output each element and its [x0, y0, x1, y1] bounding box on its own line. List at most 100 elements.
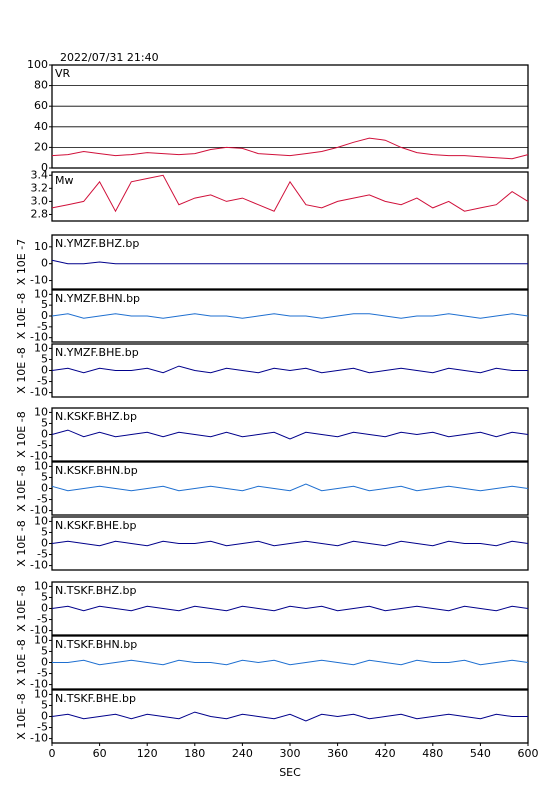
panel-frame — [51, 64, 529, 169]
trace — [51, 137, 529, 160]
x-tick-label: 120 — [137, 747, 158, 760]
y-tick-label: -10 — [30, 450, 48, 463]
y-tick-label: 80 — [34, 79, 48, 92]
y-axis-label: X 10E -8 — [15, 693, 28, 739]
x-tick-label: 180 — [184, 747, 205, 760]
y-tick-label: -10 — [30, 732, 48, 745]
panel-name: Mw — [55, 174, 74, 187]
x-tick-label: 240 — [232, 747, 253, 760]
y-tick-label: 0 — [41, 537, 48, 550]
y-tick-label: -5 — [37, 439, 48, 452]
y-tick-label: 10 — [34, 633, 48, 646]
y-tick-label: -10 — [30, 331, 48, 344]
y-tick-label: -5 — [37, 721, 48, 734]
y-tick-label: 20 — [34, 140, 48, 153]
y-axis-label: X 10E -8 — [15, 411, 28, 457]
trace — [51, 313, 529, 319]
x-tick-label: 300 — [280, 747, 301, 760]
y-tick-label: -10 — [30, 274, 48, 287]
panel-name: N.YMZF.BHZ.bp — [55, 237, 139, 250]
y-tick-label: 5 — [41, 698, 48, 711]
x-axis-label: SEC — [279, 766, 301, 779]
y-tick-label: 0 — [41, 309, 48, 322]
y-tick-label: 0 — [41, 428, 48, 441]
y-tick-label: -10 — [30, 678, 48, 691]
y-axis-label: X 10E -8 — [15, 585, 28, 631]
y-tick-label: 5 — [41, 525, 48, 538]
y-tick-label: 0 — [41, 161, 48, 174]
panel-name: N.YMZF.BHN.bp — [55, 292, 140, 305]
y-tick-label: 5 — [41, 470, 48, 483]
trace — [51, 259, 528, 265]
y-axis-label: X 10E -8 — [15, 465, 28, 511]
y-tick-label: 5 — [41, 298, 48, 311]
y-tick-label: 10 — [34, 687, 48, 700]
y-tick-label: 5 — [41, 644, 48, 657]
panel-frame — [51, 234, 529, 290]
panel-name: N.YMZF.BHE.bp — [55, 346, 139, 359]
x-tick-label: 540 — [470, 747, 491, 760]
y-axis-label: X 10E -7 — [15, 239, 28, 285]
chart-title: 2022/07/31 21:40 — [60, 51, 159, 64]
panel-name: N.KSKF.BHE.bp — [55, 519, 136, 532]
y-tick-label: 5 — [41, 416, 48, 429]
panel-name: VR — [55, 67, 71, 80]
y-tick-label: 10 — [34, 579, 48, 592]
y-tick-label: -10 — [30, 624, 48, 637]
trace — [51, 711, 528, 722]
x-tick-label: 480 — [422, 747, 443, 760]
y-tick-label: -5 — [37, 667, 48, 680]
y-tick-label: 3.2 — [31, 181, 49, 194]
panel-name: N.TSKF.BHE.bp — [55, 692, 136, 705]
y-axis-label: X 10E -8 — [15, 293, 28, 339]
y-tick-label: -5 — [37, 320, 48, 333]
y-tick-label: -5 — [37, 548, 48, 561]
y-tick-label: 10 — [34, 405, 48, 418]
x-tick-label: 60 — [93, 747, 107, 760]
y-tick-label: 10 — [34, 341, 48, 354]
panel-name: N.KSKF.BHN.bp — [55, 464, 138, 477]
y-tick-label: -5 — [37, 493, 48, 506]
y-tick-label: 5 — [41, 590, 48, 603]
y-tick-label: 10 — [34, 240, 48, 253]
y-tick-label: 60 — [34, 99, 48, 112]
y-tick-label: 2.8 — [31, 207, 49, 220]
y-tick-label: 0 — [41, 364, 48, 377]
y-tick-label: -10 — [30, 559, 48, 572]
x-tick-label: 360 — [327, 747, 348, 760]
y-tick-label: 0 — [41, 257, 48, 270]
y-tick-label: -10 — [30, 386, 48, 399]
trace — [51, 483, 529, 492]
y-tick-label: -5 — [37, 613, 48, 626]
trace — [51, 365, 528, 374]
y-tick-label: 10 — [34, 459, 48, 472]
y-tick-label: 3.4 — [31, 168, 49, 181]
trace — [51, 605, 529, 612]
trace — [51, 429, 529, 440]
panel-name: N.TSKF.BHZ.bp — [55, 584, 137, 597]
trace — [51, 174, 529, 213]
y-tick-label: 10 — [34, 287, 48, 300]
y-tick-label: 5 — [41, 352, 48, 365]
y-tick-label: 10 — [34, 514, 48, 527]
y-tick-label: 100 — [27, 58, 48, 71]
x-tick-label: 420 — [375, 747, 396, 760]
panel-name: N.KSKF.BHZ.bp — [55, 410, 137, 423]
y-axis-label: X 10E -8 — [15, 347, 28, 393]
x-tick-label: 0 — [49, 747, 56, 760]
trace — [51, 540, 529, 547]
trace — [52, 659, 529, 666]
y-tick-label: -10 — [30, 504, 48, 517]
y-tick-label: 3.0 — [31, 194, 49, 207]
y-tick-label: 0 — [41, 482, 48, 495]
x-tick-label: 600 — [518, 747, 539, 760]
panel-name: N.TSKF.BHN.bp — [55, 638, 137, 651]
y-tick-label: 0 — [41, 602, 48, 615]
panel-frame — [51, 171, 529, 222]
y-axis-label: X 10E -8 — [15, 520, 28, 566]
y-tick-label: -5 — [37, 375, 48, 388]
y-tick-label: 0 — [41, 710, 48, 723]
y-tick-label: 0 — [41, 656, 48, 669]
y-tick-label: 40 — [34, 120, 48, 133]
